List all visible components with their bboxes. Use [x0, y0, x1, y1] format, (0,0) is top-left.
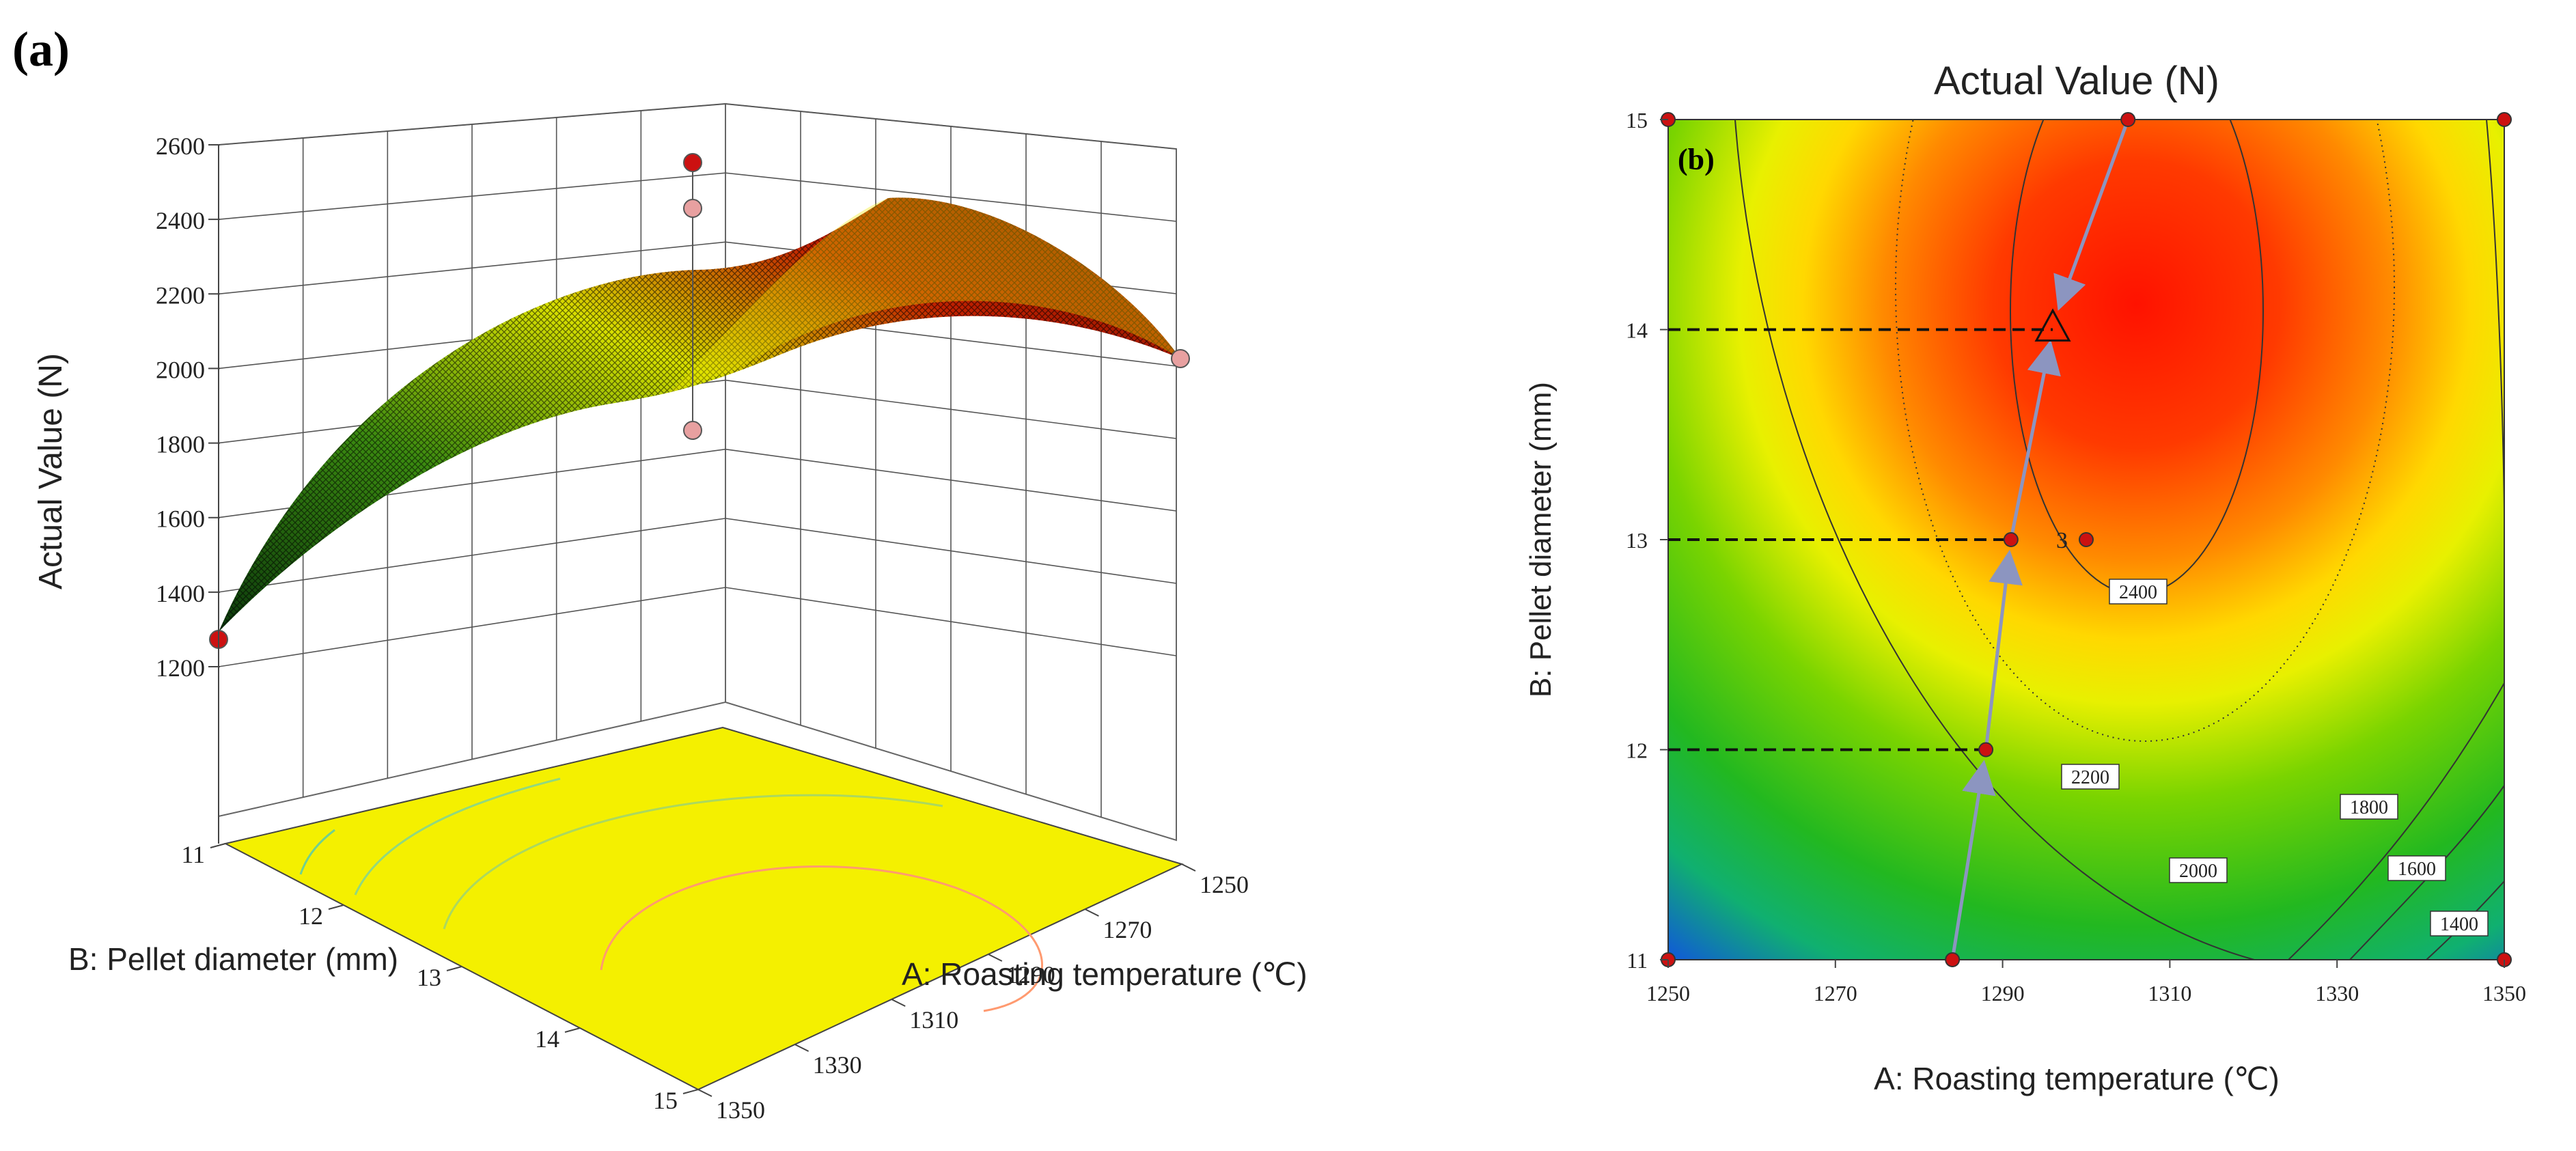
panel-b-points [1661, 112, 2512, 967]
y-axis-b: 11 12 13 14 15 [1626, 108, 1668, 973]
x-axis-b-label: A: Roasting temperature (℃) [1874, 1061, 2280, 1096]
contour-label: 1400 [2440, 914, 2478, 935]
a-tick [1084, 909, 1099, 917]
a-tick [891, 999, 906, 1007]
y-tick-label: 12 [1626, 738, 1648, 763]
design-point [2003, 532, 2019, 547]
b-tick [682, 1089, 699, 1094]
design-point [2120, 112, 2136, 127]
z-tick-label: 2000 [156, 356, 205, 383]
panel-b-label: (b) [1678, 143, 1715, 176]
a-tick-label: 1310 [909, 1006, 958, 1034]
a-tick-label: 1290 [1006, 961, 1055, 988]
y-tick-label: 15 [1626, 108, 1648, 133]
contour-2200 [1895, 120, 2395, 742]
contour-label: 1800 [2350, 797, 2388, 818]
b-tick [564, 1027, 581, 1033]
dashed-levels [1668, 328, 2053, 751]
a-tick-label: 1250 [1200, 871, 1249, 898]
x-tick-label: 1350 [2482, 981, 2526, 1006]
design-point [1945, 952, 1961, 967]
design-point [2079, 532, 2094, 547]
contour-label: 2400 [2119, 582, 2157, 603]
b-tick-label: 12 [299, 902, 323, 930]
a-tick-label: 1270 [1103, 916, 1152, 943]
b-tick-label: 11 [181, 841, 205, 868]
contour-label: 2000 [2179, 861, 2217, 882]
panel-a-label: (a) [12, 22, 70, 77]
y-tick-label: 13 [1626, 528, 1648, 553]
x-axis-a: 1350 1330 1310 1290 1270 1250 [697, 863, 1249, 1124]
contour-labels: 2400 2200 2000 1800 1600 1400 [2061, 579, 2489, 937]
contour-label: 2200 [2071, 767, 2109, 788]
y-axis-a: 11 12 13 14 15 [181, 841, 699, 1114]
replicate-count: 3 [2056, 528, 2068, 553]
design-point [2497, 112, 2512, 127]
contour-label-box [2430, 911, 2489, 937]
y-axis-a-label: B: Pellet diameter (mm) [68, 941, 398, 977]
optimum-marker [2034, 308, 2071, 342]
x-tick-label: 1310 [2148, 981, 2191, 1006]
a-tick [794, 1044, 809, 1052]
b-tick [328, 904, 344, 910]
x-axis-b: 1250 1270 1290 1310 1330 1350 [1646, 960, 2526, 1006]
path-arrow [1950, 760, 1996, 960]
z-axis-label: Actual Value (N) [33, 353, 69, 590]
a-tick [1181, 863, 1196, 872]
contour-label-box [2109, 579, 2168, 605]
x-tick-label: 1290 [1981, 981, 2025, 1006]
x-axis-a-label: A: Roasting temperature (℃) [902, 956, 1307, 992]
z-tick-label: 1800 [156, 431, 205, 458]
design-point [683, 421, 702, 440]
z-axis: 1200 1400 1600 1800 2000 2200 2400 2600 [156, 133, 220, 844]
contour-title: Actual Value (N) [1934, 59, 2219, 103]
b-tick-label: 15 [653, 1087, 678, 1114]
response-surface [219, 197, 1180, 632]
y-tick-label: 11 [1626, 948, 1648, 973]
design-point [683, 199, 702, 218]
z-tick-label: 2200 [156, 281, 205, 309]
b-tick-label: 13 [417, 964, 441, 991]
a-tick-label: 1330 [813, 1051, 862, 1079]
contour-2000 [1734, 120, 2255, 960]
z-tick-label: 2600 [156, 133, 205, 160]
b-tick [446, 966, 462, 971]
path-arrow [2053, 119, 2130, 311]
contour-label-box [2169, 857, 2228, 883]
b-tick-label: 14 [535, 1025, 559, 1053]
x-tick-label: 1330 [2315, 981, 2359, 1006]
a-tick-label: 1350 [716, 1096, 765, 1124]
a-tick [988, 954, 1003, 962]
path-arrow [2009, 339, 2061, 540]
contour-label-box [2061, 764, 2120, 790]
z-tick-label: 1600 [156, 505, 205, 533]
design-point [1978, 742, 1994, 758]
contour-label-box [2340, 794, 2398, 820]
contour-label: 1600 [2398, 859, 2436, 880]
panel-a-points [209, 153, 1190, 649]
x-tick-label: 1250 [1646, 981, 1690, 1006]
contour-1800 [2288, 682, 2504, 960]
optimization-path [1950, 119, 2130, 960]
y-tick-label: 14 [1626, 318, 1648, 343]
b-tick [210, 843, 226, 848]
path-arrow [1984, 549, 2023, 750]
floor-contours [299, 777, 1043, 1012]
z-tick-label: 1400 [156, 580, 205, 607]
x-tick-label: 1270 [1814, 981, 1857, 1006]
y-axis-b-label: B: Pellet diameter (mm) [1524, 382, 1557, 697]
design-point [1171, 349, 1190, 368]
contour-label-box [2387, 855, 2446, 881]
a-tick [697, 1089, 712, 1097]
z-tick-label: 1200 [156, 654, 205, 682]
design-point [683, 153, 702, 172]
z-tick-label: 2400 [156, 207, 205, 234]
